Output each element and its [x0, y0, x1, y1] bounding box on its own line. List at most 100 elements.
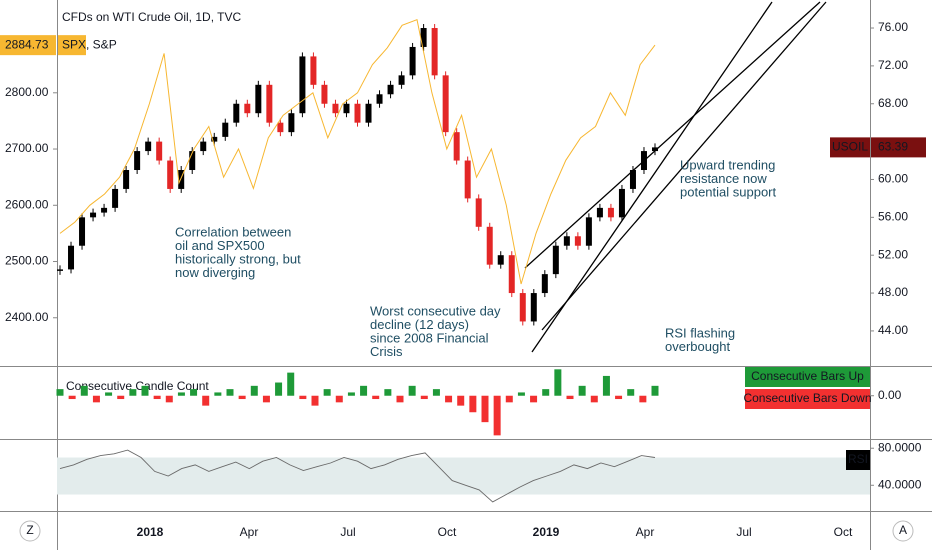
bar [92, 395, 100, 403]
bar [129, 389, 137, 396]
annotation: historically strong, but [175, 251, 301, 266]
candle [90, 212, 97, 218]
series-name: SPX, S&P [62, 37, 117, 51]
bar [639, 395, 647, 403]
series-name: USOIL [832, 140, 868, 154]
y-tick-label: 2400.00 [5, 310, 49, 324]
candle [343, 103, 350, 114]
candle [233, 103, 240, 123]
trend-line [541, 1, 827, 331]
bar [80, 385, 88, 396]
candle [475, 198, 482, 227]
x-tick-label: Apr [636, 525, 655, 539]
annotation: now diverging [175, 265, 255, 280]
bar [505, 395, 513, 403]
candle [552, 245, 559, 275]
candle [79, 217, 86, 246]
last-value: 63.39 [878, 140, 908, 154]
y-tick-label: 2500.00 [5, 254, 49, 268]
bar [105, 392, 113, 396]
candle [299, 56, 306, 114]
annotation: resistance now [680, 171, 767, 186]
auto-button[interactable] [892, 520, 914, 542]
bar [396, 395, 404, 403]
bar [347, 392, 355, 396]
bar [627, 389, 635, 396]
candle [156, 141, 163, 161]
y-tick-label: 48.00 [878, 285, 908, 299]
legend-box [745, 389, 870, 409]
trend-lines [524, 1, 827, 353]
bar [481, 395, 489, 423]
candle [57, 269, 63, 271]
annotation: decline (12 days) [370, 317, 469, 332]
bar [530, 395, 538, 403]
annotation: overbought [665, 339, 730, 354]
annotation: Upward trending [680, 157, 775, 172]
candle [629, 170, 636, 189]
candle [310, 56, 317, 85]
candle [365, 103, 372, 123]
candle [387, 84, 394, 95]
candle [420, 28, 427, 47]
bar [651, 385, 659, 396]
bar [299, 395, 307, 400]
bar [311, 395, 319, 406]
x-tick-label: Jul [340, 525, 355, 539]
y-tick-label: 68.00 [878, 96, 908, 110]
x-tick-label: Apr [240, 525, 259, 539]
annotation: potential support [680, 184, 777, 199]
bar [590, 395, 598, 403]
annotation: Worst consecutive day [370, 303, 501, 318]
bar [493, 395, 501, 436]
candle [255, 84, 262, 114]
x-tick-label: Oct [834, 525, 853, 539]
y-tick-label: 44.00 [878, 323, 908, 337]
annotation: Crisis [370, 344, 403, 359]
button-label[interactable]: Z [26, 523, 33, 537]
bar [615, 395, 623, 400]
annotation: since 2008 Financial [370, 330, 489, 345]
pane-title: Consecutive Candle Count [66, 379, 209, 393]
candle [354, 103, 361, 123]
candle [607, 207, 614, 218]
bar [287, 372, 295, 396]
y-tick-label: 40.0000 [878, 477, 922, 491]
candle [563, 236, 570, 246]
bar [542, 389, 550, 396]
candle [497, 255, 504, 265]
bar [335, 395, 343, 403]
bar [165, 395, 173, 403]
y-tick-label: 60.00 [878, 172, 908, 186]
bar [177, 392, 185, 396]
bar [238, 395, 246, 400]
bar [554, 369, 562, 396]
candle [68, 245, 75, 270]
line-series [59, 19, 656, 285]
candle [167, 160, 174, 189]
candle [112, 188, 119, 208]
y-tick-label: 2600.00 [5, 197, 49, 211]
candle [222, 122, 229, 137]
bar [469, 395, 477, 413]
candle [541, 274, 548, 294]
bar [602, 375, 610, 396]
candle [442, 75, 449, 133]
bar [250, 385, 258, 396]
scale-button[interactable] [19, 520, 41, 542]
candle [145, 141, 152, 152]
candle [398, 75, 405, 85]
last-value: 2884.73 [5, 37, 49, 51]
candle [464, 160, 471, 199]
y-tick-label: 76.00 [878, 20, 908, 34]
bar [117, 395, 125, 400]
legend-box [745, 367, 870, 387]
x-tick-label: Oct [438, 525, 457, 539]
button-label[interactable]: A [899, 523, 907, 537]
bar [578, 385, 586, 396]
line-series [59, 449, 656, 503]
chart-title: CFDs on WTI Crude Oil, 1D, TVC [62, 10, 241, 24]
x-tick-label: 2019 [533, 525, 560, 539]
legend-label: Consecutive Bars Up [751, 369, 864, 383]
candle [277, 122, 284, 133]
